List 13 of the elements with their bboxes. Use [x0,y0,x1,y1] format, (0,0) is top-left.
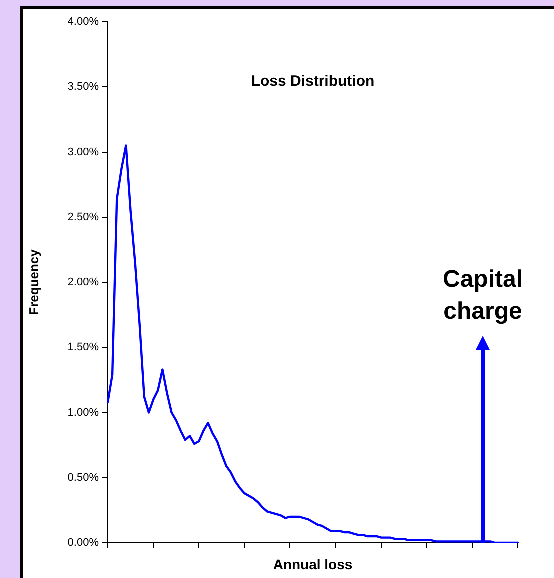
y-tick-label: 1.00% [68,406,100,419]
annotation: Capital charge [442,265,524,327]
y-tick-label: 4.00% [68,16,100,28]
text: Loss Distribution [251,73,375,90]
y-tick-label: 1.50% [68,342,100,354]
y-tick-label: 0.00% [68,537,100,550]
y-tick-label: 3.50% [68,81,100,94]
y-tick-label: 0.50% [68,472,100,484]
y-tick-label: 3.00% [68,146,100,158]
x-axis-title: Annual loss [273,556,353,572]
y-tick-label: 2.00% [68,276,100,289]
y-tick-label: 2.50% [68,211,100,224]
y-axis-title: Frequency [26,248,42,316]
